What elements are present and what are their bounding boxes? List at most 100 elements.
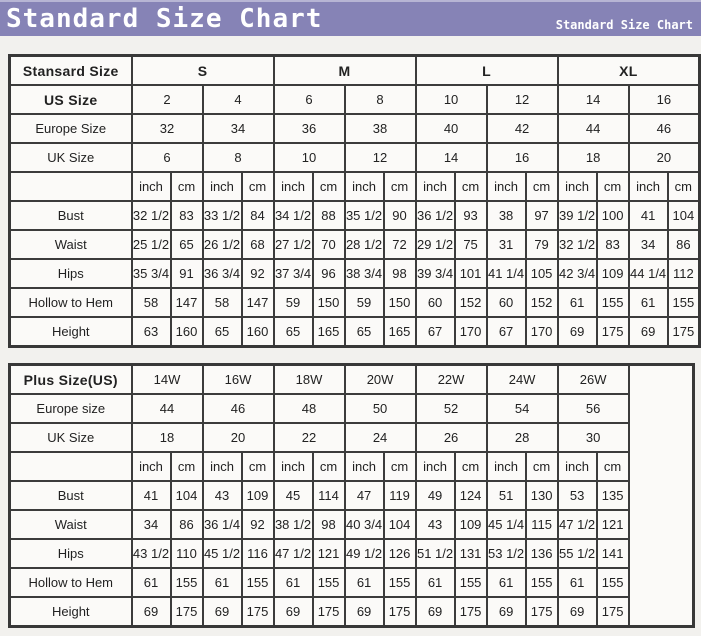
value-cell: 86 (666, 229, 701, 260)
value-cell: 55 1/2 (556, 538, 598, 569)
value-cell: 175 (595, 316, 630, 348)
value-cell: 147 (240, 287, 275, 318)
value-cell: 175 (169, 596, 204, 628)
value-cell: 38 3/4 (343, 258, 385, 289)
row-label-cell: Height (8, 596, 133, 628)
value-cell: 61 (414, 567, 456, 598)
value-cell: 16 (485, 142, 559, 173)
value-cell: 53 1/2 (485, 538, 527, 569)
table-row: UK Size 6 8 10 12 14 16 18 20 (8, 142, 701, 173)
value-cell: 155 (240, 567, 275, 598)
value-cell: 40 (414, 113, 488, 144)
value-cell: 43 1/2 (130, 538, 172, 569)
value-cell: 27 1/2 (272, 229, 314, 260)
value-cell: inch (343, 171, 385, 202)
value-cell: 38 (485, 200, 527, 231)
value-cell: cm (453, 171, 488, 202)
value-cell: 65 (272, 316, 314, 348)
row-label-cell: Waist (8, 509, 133, 540)
row-label-cell: Europe Size (8, 113, 133, 144)
value-cell: 90 (382, 200, 417, 231)
value-cell: 150 (382, 287, 417, 318)
value-cell: 56 (556, 393, 630, 424)
value-cell: 34 (201, 113, 275, 144)
table-row: inch cm inch cm inch cm inch cm inch cm inch cm inch… (8, 171, 701, 202)
value-cell: 10 (272, 142, 346, 173)
value-cell: 72 (382, 229, 417, 260)
value-cell: 44 (130, 393, 204, 424)
value-cell: 109 (595, 258, 630, 289)
value-cell: 24W (485, 363, 559, 395)
value-cell: 2 (130, 84, 204, 115)
table-row: Hips 43 1/2 110 45 1/2 116 47 1/2 121 49 1/2 126… (8, 538, 694, 569)
value-cell: 44 (556, 113, 630, 144)
value-cell: 34 (130, 509, 172, 540)
value-cell: 152 (453, 287, 488, 318)
value-cell: 69 (414, 596, 456, 628)
table-row: Plus Size(US) 14W 16W 18W 20W 22W 24W 26W (8, 363, 695, 628)
value-cell: 83 (595, 229, 630, 260)
value-cell: 16W (201, 363, 275, 395)
value-cell: 51 1/2 (414, 538, 456, 569)
value-cell: 32 1/2 (130, 200, 172, 231)
value-cell: 175 (240, 596, 275, 628)
row-label-cell: Stansard Size (8, 54, 133, 86)
value-cell: 45 1/2 (201, 538, 243, 569)
value-cell: 152 (524, 287, 559, 318)
value-cell: 61 (556, 567, 598, 598)
row-label-cell: Hollow to Hem (8, 567, 133, 598)
value-cell: 155 (595, 287, 630, 318)
value-cell: 69 (485, 596, 527, 628)
row-label-cell: Height (8, 316, 133, 348)
value-cell: 135 (595, 480, 630, 511)
value-cell: 69 (556, 596, 598, 628)
row-label-cell: Hips (8, 258, 133, 289)
value-cell: inch (201, 451, 243, 482)
value-cell: 160 (169, 316, 204, 348)
table-row: US Size 2 4 6 8 10 12 14 16 (8, 84, 701, 115)
value-cell: 20W (343, 363, 417, 395)
table-row: Europe size 44 46 48 50 52 54 56 (8, 393, 694, 424)
value-cell: cm (595, 171, 630, 202)
value-cell: 69 (201, 596, 243, 628)
value-cell: cm (595, 451, 630, 482)
value-cell: 121 (595, 509, 630, 540)
value-cell: cm (311, 171, 346, 202)
value-cell: 10 (414, 84, 488, 115)
value-cell: 36 1/4 (201, 509, 243, 540)
value-cell: 8 (201, 142, 275, 173)
value-cell: 61 (130, 567, 172, 598)
value-cell: 165 (311, 316, 346, 348)
table-row: Waist 34 86 36 1/4 92 38 1/2 98 40 3/4 104 43 109 4… (8, 509, 694, 540)
value-cell: 96 (311, 258, 346, 289)
page-title: Standard Size Chart (6, 4, 323, 34)
value-cell: 42 3/4 (556, 258, 598, 289)
value-cell: 36 (272, 113, 346, 144)
value-cell: 104 (169, 480, 204, 511)
value-cell: 41 (627, 200, 669, 231)
value-cell: 116 (240, 538, 275, 569)
row-label-cell: Hips (8, 538, 133, 569)
table-row: Hips 35 3/4 91 36 3/4 92 37 3/4 96 38 3/4 98 39 3… (8, 258, 701, 289)
value-cell: 155 (595, 567, 630, 598)
value-cell: 25 1/2 (130, 229, 172, 260)
table-row: Hollow to Hem 61 155 61 155 61 155 61 155 61 155 61… (8, 567, 694, 598)
value-cell: 36 1/2 (414, 200, 456, 231)
value-cell: 34 1/2 (272, 200, 314, 231)
size-chart-content: Stansard Size S M L XL US Size 2 4 6 8 10 12 14 16 Eur… (0, 54, 701, 628)
value-cell: inch (414, 451, 456, 482)
value-cell: inch (556, 451, 598, 482)
value-cell: cm (524, 451, 559, 482)
value-cell: 170 (453, 316, 488, 348)
row-label-cell: Waist (8, 229, 133, 260)
value-cell: 115 (524, 509, 559, 540)
value-cell: 42 (485, 113, 559, 144)
value-cell: 48 (272, 393, 346, 424)
value-cell: 175 (453, 596, 488, 628)
value-cell: 20 (627, 142, 701, 173)
value-cell: 18W (272, 363, 346, 395)
value-cell: cm (169, 451, 204, 482)
value-cell: 40 3/4 (343, 509, 385, 540)
value-cell: 16 (627, 84, 701, 115)
